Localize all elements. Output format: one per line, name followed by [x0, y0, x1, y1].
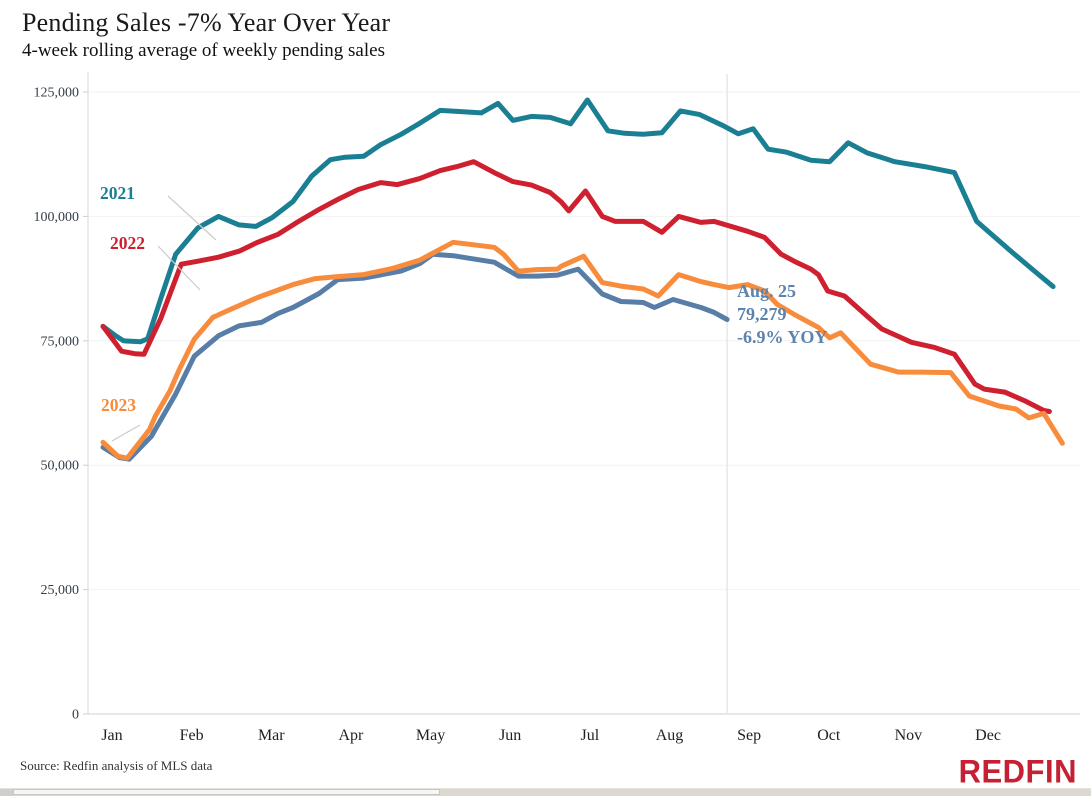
page-title: Pending Sales -7% Year Over Year	[22, 8, 391, 37]
y-axis-label: 25,000	[41, 583, 80, 598]
series-label-2021: 2021	[100, 183, 135, 203]
scrollbar-corner	[0, 789, 13, 796]
source-note: Source: Redfin analysis of MLS data	[20, 758, 213, 773]
annotation-line-1: Aug. 25	[737, 281, 796, 301]
x-axis-label-may: May	[416, 727, 445, 744]
x-axis-label-jul: Jul	[581, 727, 600, 744]
annotation-line-2: 79,279	[737, 304, 787, 324]
annotation-line-3: -6.9% YOY	[737, 327, 827, 347]
series-label-2022: 2022	[110, 233, 145, 253]
series-line-2022	[100, 159, 1052, 414]
y-axis-label: 100,000	[34, 210, 80, 225]
horizontal-scrollbar-thumb[interactable]	[13, 789, 440, 795]
series-label-2023: 2023	[101, 395, 136, 415]
series-line-2024	[100, 251, 730, 462]
x-axis-label-apr: Apr	[338, 727, 364, 744]
y-axis-label: 50,000	[41, 459, 80, 474]
x-axis-label-aug: Aug	[656, 727, 684, 744]
x-axis-label-mar: Mar	[258, 727, 285, 744]
page-subtitle: 4-week rolling average of weekly pending…	[22, 40, 385, 61]
y-axis-label: 0	[72, 708, 79, 723]
x-axis-label-dec: Dec	[975, 727, 1001, 744]
leader-line-2022	[157, 245, 201, 291]
x-axis-label-jun: Jun	[499, 727, 521, 744]
series-line-2021	[100, 97, 1056, 345]
y-axis-label: 75,000	[41, 334, 80, 349]
x-axis-label-oct: Oct	[817, 727, 841, 744]
leader-line-2021	[167, 195, 217, 241]
y-axis-label: 125,000	[34, 86, 80, 101]
redfin-logo: REDFIN	[958, 753, 1077, 790]
horizontal-scrollbar-track[interactable]	[0, 788, 1091, 796]
x-axis-label-jan: Jan	[101, 727, 122, 744]
leader-line-2023	[111, 424, 141, 442]
series-line-2023	[100, 239, 1065, 461]
x-axis-label-feb: Feb	[180, 727, 204, 744]
x-axis-label-sep: Sep	[737, 727, 761, 744]
x-axis-label-nov: Nov	[895, 727, 923, 744]
